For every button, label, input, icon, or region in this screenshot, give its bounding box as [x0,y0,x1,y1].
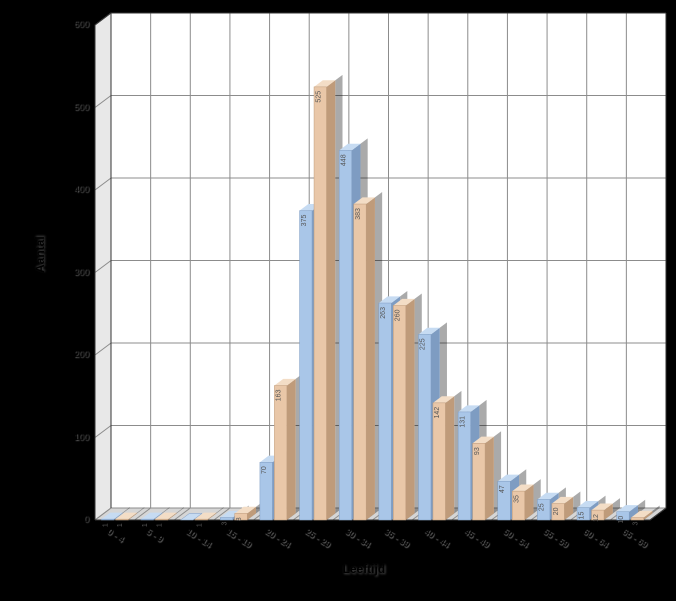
svg-text:3: 3 [632,521,639,525]
svg-text:25: 25 [539,503,546,511]
svg-text:10: 10 [618,516,625,524]
svg-text:1: 1 [103,523,110,527]
svg-text:375: 375 [301,215,308,227]
svg-text:20: 20 [553,507,560,515]
y-tick-label: 200 [74,349,89,359]
svg-text:35: 35 [513,495,520,503]
y-axis-title: Aantal [33,236,47,273]
svg-text:260: 260 [395,309,402,321]
svg-text:142: 142 [434,407,441,419]
bar: 525 [314,75,342,520]
y-tick-label: 400 [74,184,89,194]
svg-text:383: 383 [355,208,362,220]
y-tick-label: 500 [74,102,89,112]
y-tick-label: 0 [84,514,89,524]
bar: 142 [433,391,461,520]
y-tick-label: 600 [74,19,89,29]
svg-text:93: 93 [474,447,481,455]
bar: 383 [354,192,382,520]
x-axis-title: Leeftijd [343,562,386,576]
svg-text:15: 15 [578,512,585,520]
svg-text:12: 12 [593,514,600,522]
y-tick-label: 100 [74,432,89,442]
svg-text:1: 1 [117,523,124,527]
svg-text:47: 47 [499,485,506,493]
bar: 93 [473,431,501,520]
svg-text:263: 263 [380,307,387,319]
svg-text:1: 1 [157,523,164,527]
svg-text:163: 163 [276,389,283,401]
svg-text:8: 8 [236,517,243,521]
svg-text:70: 70 [261,466,268,474]
svg-text:131: 131 [459,416,466,428]
svg-text:448: 448 [340,154,347,166]
bar: 163 [274,374,302,520]
y-tick-label: 300 [74,267,89,277]
chart-3d-bar: 1111138701633755254483832632602251421319… [0,0,676,601]
svg-text:1: 1 [196,523,203,527]
svg-text:3: 3 [222,521,229,525]
svg-text:525: 525 [315,91,322,103]
bar: 260 [393,294,421,521]
svg-text:225: 225 [420,338,427,350]
